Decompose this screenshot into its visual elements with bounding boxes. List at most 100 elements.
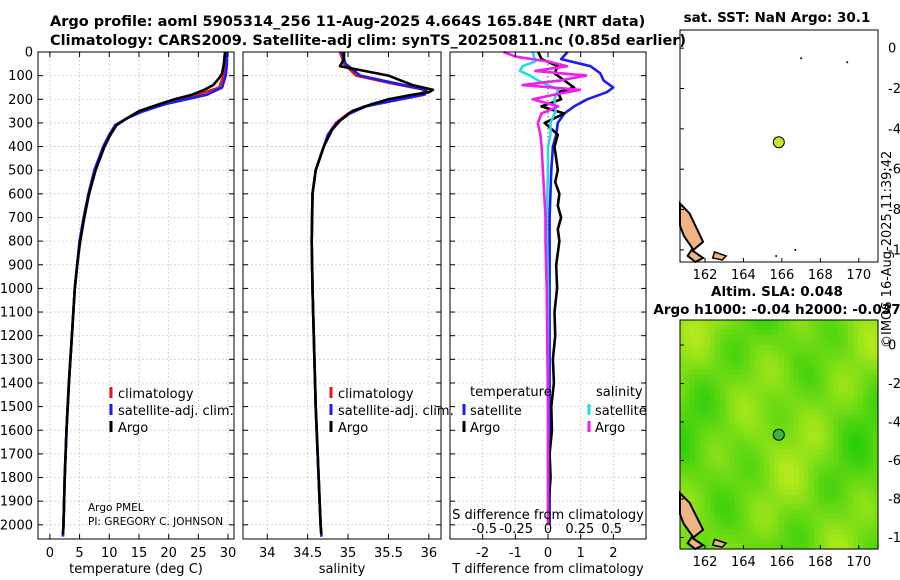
sla-map-cell (803, 349, 810, 356)
temperature-ytick-label: 1200 (0, 329, 33, 344)
sla-map-cell (739, 529, 745, 535)
sla-map-cell (759, 499, 765, 505)
temperature-ytick-label: 800 (8, 235, 33, 250)
sla-map-cell (783, 394, 790, 401)
sla-map-cell (838, 469, 844, 475)
sla-map-cell (744, 429, 750, 436)
sla-map-cell (853, 334, 859, 341)
sla-map-cell (798, 374, 805, 381)
sla-map-cell (853, 439, 859, 446)
sla-map-cell (719, 424, 726, 431)
sla-map-cell (699, 519, 706, 525)
sla-map-cell (868, 514, 874, 520)
sla-map-cell (729, 539, 736, 545)
sla-map-cell (734, 320, 740, 326)
sla-map-cell (813, 409, 820, 416)
sla-map-cell (853, 534, 859, 540)
sla-map-cell (858, 434, 864, 441)
sla-map-cell (793, 329, 800, 336)
sla-map-cell (858, 369, 864, 376)
sla-map-cell (779, 459, 785, 465)
sla-map-cell (709, 429, 716, 436)
sla-map-cell (843, 404, 849, 411)
sla-map-cell (853, 529, 859, 535)
sla-map-cell (779, 354, 785, 361)
sla-map-cell (729, 434, 736, 441)
sla-map-cell (808, 349, 815, 356)
sla-map-cell (823, 359, 830, 366)
sla-map-cell (680, 469, 686, 475)
sla-map-cell (774, 489, 780, 495)
sla-map-cell (719, 474, 726, 480)
sla-map-cell (868, 320, 874, 326)
sla-map-cell (724, 444, 731, 451)
sla-map-cell (759, 379, 765, 386)
sla-map-cell (704, 409, 711, 416)
sst_map-ytick-label: -2 (888, 82, 900, 97)
sla-map-cell (724, 359, 731, 366)
sla-map-cell (759, 449, 765, 456)
sla-map-cell (744, 409, 750, 416)
sla-map-cell (704, 494, 711, 500)
temperature-xtick-label: 30 (220, 546, 237, 561)
sla-map-cell (798, 369, 805, 376)
sla-map-cell (714, 429, 721, 436)
sla-map-cell (734, 404, 740, 411)
sla-map-cell (808, 459, 815, 465)
sla-map-cell (769, 479, 775, 485)
sla-map-cell (853, 419, 859, 426)
sla-map-cell (709, 494, 716, 500)
sla-map-cell (729, 334, 736, 341)
sla-map-cell (808, 394, 815, 401)
sla-map-cell (749, 534, 755, 540)
sla-map-cell (729, 339, 736, 346)
sla-map-cell (798, 364, 805, 371)
sla-map-cell (749, 459, 755, 465)
sla-map-cell (783, 459, 790, 465)
sla-map-cell (754, 334, 760, 341)
sla-map-cell (853, 509, 859, 515)
sla-map-cell (769, 354, 775, 361)
sla-map-cell (793, 449, 800, 456)
sla-map-cell (709, 354, 716, 361)
sla-map-cell (788, 519, 795, 525)
sla-map-cell (689, 334, 696, 341)
sla-map-cell (828, 324, 835, 331)
sla-map-cell (848, 369, 854, 376)
sla-map-cell (813, 529, 820, 535)
sla-map-cell (759, 479, 765, 485)
sla-map-cell (843, 504, 849, 510)
sla-map-cell (823, 349, 830, 356)
sla-map-cell (724, 514, 731, 520)
sla-map-cell (813, 324, 820, 331)
sla-map-cell (843, 439, 849, 446)
sla-map-cell (704, 489, 711, 495)
sla-map-cell (848, 529, 854, 535)
sla-map-cell (783, 349, 790, 356)
temperature-ytick-label: 1000 (0, 282, 33, 297)
sla-map-cell (774, 514, 780, 520)
sla-map-cell (858, 399, 864, 406)
salinity-frame (242, 51, 442, 540)
sla-map-cell (749, 404, 755, 411)
sla_map-xtick-label: 164 (731, 555, 756, 570)
sla-map-cell (699, 459, 706, 465)
sla-map-cell (813, 499, 820, 505)
sla-map-cell (754, 479, 760, 485)
sla-map-cell (744, 339, 750, 346)
sla-map-cell (838, 379, 844, 386)
sla-map-cell (734, 434, 740, 441)
sla-map-cell (838, 359, 844, 366)
sla-map-cell (769, 339, 775, 346)
sla-map-cell (689, 429, 696, 436)
sla-map-cell (764, 364, 770, 371)
sla-map-cell (699, 409, 706, 416)
sla-map-cell (823, 374, 830, 381)
sla-map-cell (684, 334, 691, 341)
sla-map-cell (734, 364, 740, 371)
sla-map-cell (798, 479, 805, 485)
sla-map-cell (729, 344, 736, 351)
sla-map-cell (863, 419, 869, 426)
sla-map-cell (788, 479, 795, 485)
sla-map-cell (749, 329, 755, 336)
